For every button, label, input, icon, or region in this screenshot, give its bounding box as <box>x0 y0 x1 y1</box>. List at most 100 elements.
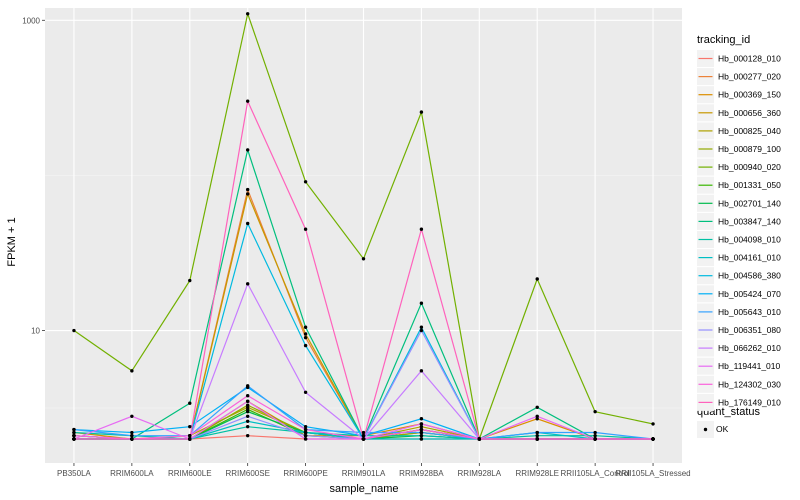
data-point <box>651 422 655 426</box>
legend-entry-label: Hb_000128_010 <box>718 54 781 64</box>
x-tick-label: RRIM928BA <box>399 469 444 478</box>
data-point <box>245 384 250 388</box>
data-point <box>535 405 539 410</box>
y-axis-title: FPKM + 1 <box>6 217 18 266</box>
x-tick-label: RRIM928LE <box>515 469 559 478</box>
legend-entry-label: Hb_000825_040 <box>718 126 781 136</box>
data-point <box>419 433 424 438</box>
x-tick-label: RRIM600PE <box>283 469 327 478</box>
data-point <box>188 401 192 405</box>
data-point <box>535 417 539 421</box>
data-point <box>419 227 424 231</box>
data-point <box>130 414 134 419</box>
x-axis-title: sample_name <box>329 483 398 495</box>
data-point <box>188 424 192 429</box>
data-point <box>593 437 597 441</box>
data-point <box>188 433 192 438</box>
data-point <box>419 437 424 441</box>
legend-entry-label: Hb_000656_360 <box>718 108 781 118</box>
x-tick-label: RRII105LA_Control <box>560 469 630 478</box>
data-point <box>130 433 134 438</box>
data-point <box>245 192 250 196</box>
legend-entry-label: Hb_004161_010 <box>718 253 781 263</box>
legend-marker-point <box>703 427 708 432</box>
legend-entry-label: Hb_000940_020 <box>718 162 781 172</box>
data-point <box>245 409 250 414</box>
data-point <box>303 437 308 441</box>
data-point <box>245 433 250 438</box>
data-point <box>303 343 308 348</box>
data-point <box>245 148 250 152</box>
data-point <box>419 424 424 429</box>
legend-entry-label: Hb_004586_380 <box>718 271 781 281</box>
data-point <box>535 414 539 419</box>
data-point <box>188 437 192 441</box>
data-point <box>72 430 76 435</box>
data-point <box>130 430 134 435</box>
legend-entry-label: Hb_066262_010 <box>718 343 781 353</box>
data-point <box>361 257 366 261</box>
data-point <box>419 110 424 114</box>
legend-entry-label: Hb_003847_140 <box>718 216 781 226</box>
data-point <box>303 180 308 184</box>
data-point <box>303 433 308 438</box>
data-point <box>245 221 250 226</box>
data-point <box>303 390 308 394</box>
data-point <box>245 282 250 286</box>
data-point <box>419 422 424 426</box>
data-point <box>419 301 424 305</box>
legend-title: tracking_id <box>697 34 750 46</box>
data-point <box>593 430 597 435</box>
legend-entry-label: Hb_000879_100 <box>718 144 781 154</box>
legend-entry-label: Hb_005643_010 <box>718 307 781 317</box>
x-tick-label: RRIM901LA <box>342 469 386 478</box>
data-point <box>303 430 308 435</box>
data-point <box>535 437 539 441</box>
data-point <box>535 277 539 281</box>
data-point <box>245 414 250 419</box>
data-point <box>419 369 424 373</box>
plot-area: 10 1000 PB350LA RRIM600LA RRIM600LE RRIM600SE… <box>22 8 691 478</box>
data-point <box>303 227 308 231</box>
legend-entry-label: Hb_001331_050 <box>718 180 781 190</box>
data-point <box>419 328 424 333</box>
legend-entry-label: Hb_004098_010 <box>718 235 781 245</box>
x-tick-label: RRIM600LE <box>168 469 212 478</box>
legend: tracking_id quant_status OK Hb_000128_01… <box>697 34 781 438</box>
data-point <box>130 437 134 441</box>
data-point <box>303 325 308 329</box>
data-point <box>188 278 192 283</box>
x-tick-label: RRIM600SE <box>225 469 269 478</box>
data-point <box>535 433 539 438</box>
data-point <box>130 369 134 373</box>
data-point <box>651 437 655 441</box>
x-tick-label: RRIM600LA <box>110 469 154 478</box>
x-tick-label: RRIM928LA <box>458 469 502 478</box>
y-tick-label: 1000 <box>22 16 40 25</box>
x-tick-label: RRII105LA_Stressed <box>615 469 690 478</box>
legend-entry-label: Hb_005424_070 <box>718 289 781 299</box>
data-point <box>245 99 250 103</box>
legend-entry-label: Hb_119441_010 <box>718 361 781 371</box>
data-point <box>477 437 482 441</box>
data-point <box>535 430 539 435</box>
data-point <box>419 430 424 435</box>
data-point <box>361 437 366 441</box>
y-tick-label: 10 <box>31 327 40 336</box>
data-point <box>245 424 250 429</box>
legend-entry-label: Hb_124302_030 <box>718 379 781 389</box>
data-point <box>593 433 597 438</box>
data-point <box>72 437 76 441</box>
data-point <box>72 433 76 438</box>
data-point <box>303 332 308 336</box>
data-point <box>245 12 250 16</box>
data-point <box>245 187 250 192</box>
legend-entry-label: Hb_006351_080 <box>718 325 781 335</box>
data-point <box>303 335 308 340</box>
legend-entry-label: Hb_176149_010 <box>718 397 781 407</box>
data-point <box>361 433 366 438</box>
legend-entry-label: Hb_000369_150 <box>718 90 781 100</box>
data-point <box>245 403 250 407</box>
data-point <box>303 424 308 429</box>
